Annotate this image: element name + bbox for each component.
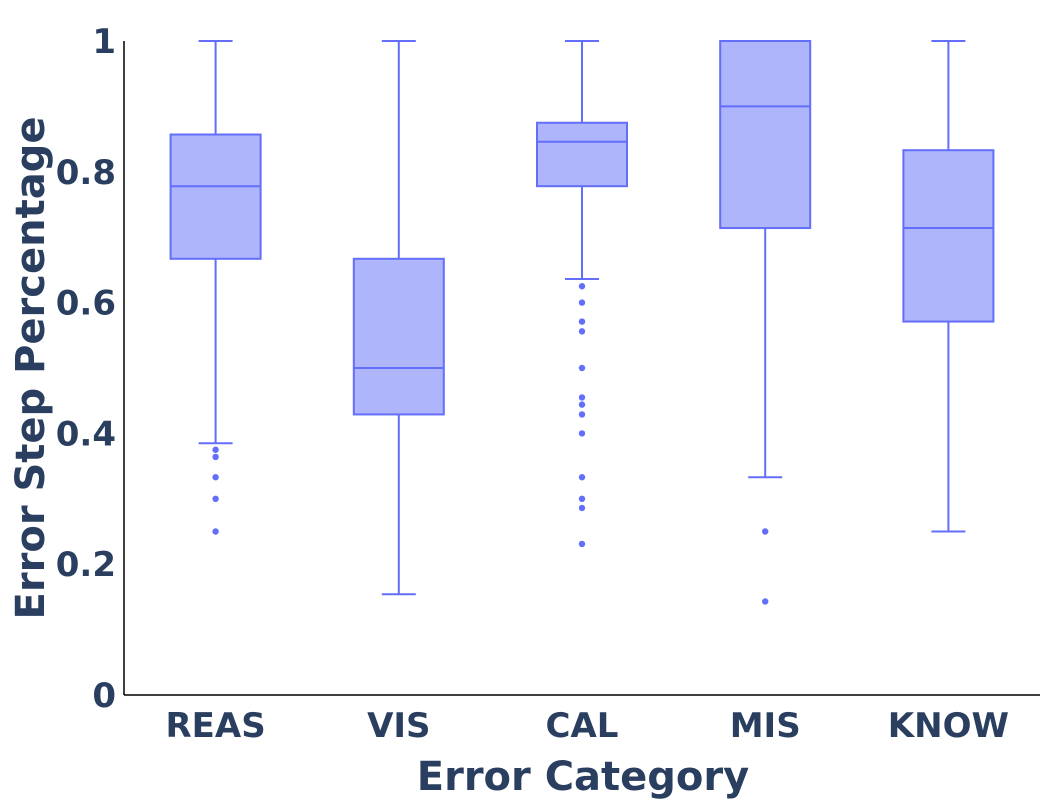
x-tick-label: KNOW — [888, 706, 1009, 746]
iqr-box — [169, 133, 262, 260]
outlier-point — [212, 453, 219, 461]
box-vis — [352, 40, 445, 596]
x-axis-title: Error Category — [417, 754, 749, 800]
outlier-point — [212, 446, 219, 453]
y-tick-labels: 0 0.2 0.4 0.6 0.8 1 — [56, 22, 116, 716]
box-cal — [536, 40, 628, 548]
outlier-point — [578, 328, 586, 335]
outlier-point — [212, 495, 219, 502]
outlier-point — [578, 364, 586, 372]
box-reas — [169, 40, 262, 535]
y-tick-label: 1 — [92, 22, 116, 62]
outlier-point — [578, 283, 586, 290]
outlier-point — [578, 504, 586, 512]
outlier-point — [578, 394, 586, 401]
y-tick-label: 0.2 — [56, 545, 116, 585]
iqr-box — [902, 149, 995, 323]
iqr-box — [536, 121, 628, 188]
x-tick-label: REAS — [165, 706, 265, 746]
box-know — [902, 40, 995, 533]
outlier-point — [578, 299, 586, 306]
x-tick-label: CAL — [546, 706, 619, 746]
outlier-point — [578, 318, 586, 325]
outlier-point — [212, 528, 219, 535]
x-tick-label: MIS — [730, 706, 801, 746]
x-tick-label: VIS — [367, 706, 430, 746]
outlier-point — [578, 540, 586, 548]
boxes-layer — [169, 40, 995, 605]
outlier-point — [762, 598, 769, 605]
y-tick-label: 0.6 — [56, 284, 116, 324]
y-tick-label: 0.8 — [56, 153, 116, 193]
outlier-point — [578, 430, 586, 437]
outlier-point — [762, 528, 769, 535]
outlier-point — [578, 474, 586, 481]
box-mis — [719, 40, 812, 605]
y-axis-title: Error Step Percentage — [8, 117, 54, 620]
y-tick-label: 0 — [92, 676, 116, 716]
y-tick-label: 0.4 — [56, 414, 116, 454]
outlier-point — [578, 495, 586, 502]
iqr-box — [719, 40, 812, 230]
iqr-box — [352, 257, 445, 416]
x-tick-labels: REAS VIS CAL MIS KNOW — [165, 706, 1009, 746]
outlier-point — [578, 411, 586, 418]
outlier-point — [212, 474, 219, 481]
outlier-point — [578, 401, 586, 408]
